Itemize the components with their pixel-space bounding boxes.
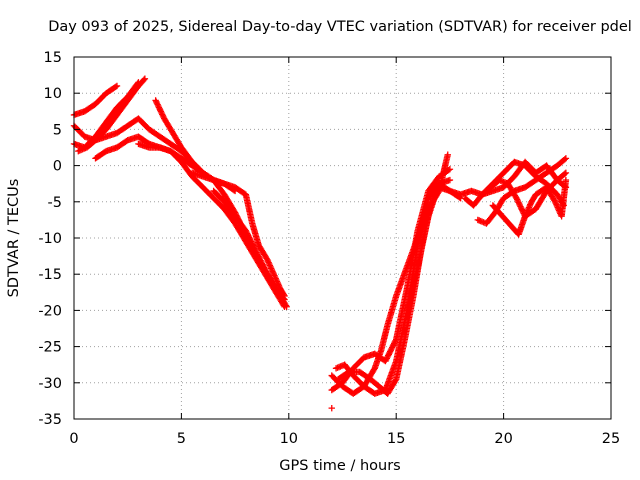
data-point (155, 102, 162, 110)
data-point (562, 169, 570, 177)
data-point (156, 105, 163, 112)
x-tick-label: 25 (602, 431, 620, 447)
x-tick-label: 10 (280, 431, 298, 447)
data-point (157, 106, 164, 114)
series-track-1 (70, 82, 121, 119)
y-tick-label: 10 (44, 86, 62, 102)
series-track-9 (210, 187, 290, 310)
data-point (517, 204, 525, 212)
y-tick-label: -35 (38, 412, 62, 428)
y-tick-label: 0 (53, 159, 62, 175)
data-point (113, 82, 121, 90)
data-point (561, 156, 569, 163)
x-tick-label: 20 (494, 431, 512, 447)
data-point (158, 109, 165, 117)
data-point (153, 98, 160, 106)
series-isolated (328, 404, 335, 412)
data-point (446, 166, 454, 173)
data-point (141, 75, 149, 82)
data-point (328, 404, 335, 412)
x-tick-label: 5 (177, 431, 186, 447)
data-point (515, 199, 522, 206)
data-point (515, 200, 523, 207)
data-point (135, 79, 142, 86)
chart-title: Day 093 of 2025, Sidereal Day-to-day VTE… (48, 19, 632, 35)
y-tick-label: 5 (53, 122, 62, 138)
y-tick-label: -25 (38, 340, 62, 356)
data-point (513, 194, 520, 202)
data-point (516, 201, 523, 209)
data-point (562, 176, 570, 184)
data-point (518, 206, 525, 213)
data-point (155, 104, 163, 111)
data-point (560, 202, 567, 209)
series-track-8 (188, 169, 288, 300)
data-point (112, 83, 119, 90)
data-point (154, 101, 161, 108)
series-track-17 (489, 176, 570, 238)
data-point (153, 100, 161, 107)
grid (74, 57, 611, 419)
data-point (282, 302, 290, 309)
data-point (446, 176, 454, 184)
data-point (444, 151, 451, 158)
axis-ticks: 0 5 10 15 20 25 -35 -30 -25 -20 -15 -10 -5 0 5 10 15 (38, 50, 620, 447)
data-point (152, 97, 159, 104)
y-tick-label: 15 (44, 50, 62, 66)
y-tick-label: -15 (38, 267, 62, 283)
data-point (140, 76, 148, 83)
y-tick-label: -10 (38, 231, 62, 247)
data-point (134, 80, 141, 87)
data-marks (70, 75, 570, 412)
y-tick-label: -20 (38, 303, 62, 319)
data-point (559, 200, 567, 208)
x-tick-label: 0 (69, 431, 78, 447)
y-tick-label: -30 (38, 376, 62, 392)
data-point (159, 112, 167, 119)
data-point (513, 196, 521, 203)
data-point (157, 108, 165, 115)
series-track-18 (461, 158, 567, 209)
data-point (392, 377, 399, 384)
x-tick-label: 15 (387, 431, 405, 447)
x-axis-label: GPS time / hours (279, 458, 400, 474)
data-point (514, 197, 522, 205)
data-point (283, 303, 290, 310)
y-tick-label: -5 (48, 195, 62, 211)
data-point (159, 111, 166, 118)
data-point (517, 203, 524, 210)
y-axis-label: SDTVAR / TECUs (6, 179, 22, 298)
data-point (561, 170, 569, 177)
data-point (562, 155, 570, 162)
